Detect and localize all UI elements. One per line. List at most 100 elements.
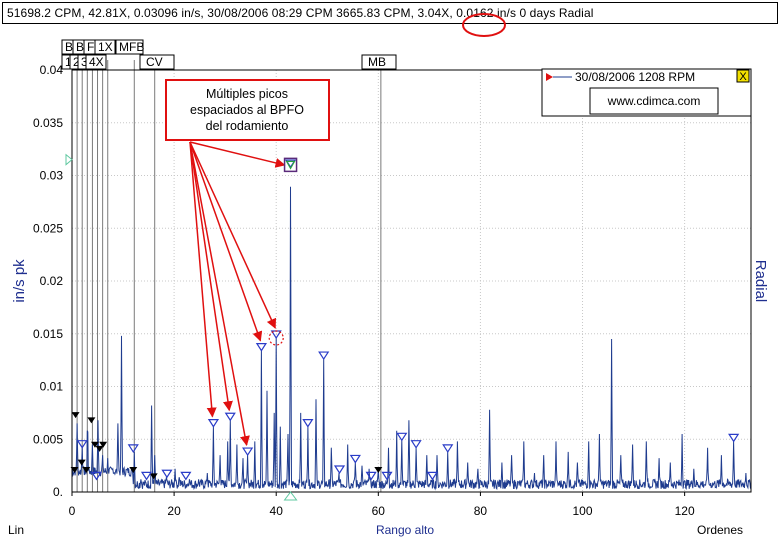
- harmonic-marker: [349, 454, 361, 464]
- fault-tag-box: [361, 54, 397, 70]
- harmonic-marker: [255, 343, 268, 352]
- cursor-markers: [65, 153, 298, 501]
- x-unit-label: Ordenes: [697, 523, 743, 537]
- low-freq-marker: [90, 441, 99, 448]
- x-cursor-indicator: [283, 491, 298, 501]
- annotation-arrow: [189, 141, 286, 168]
- peak-cursor-box: [283, 157, 298, 173]
- website-text: www.cdimca.com: [607, 94, 701, 108]
- harmonic-marker: [161, 469, 173, 479]
- harmonic-marker: [426, 471, 439, 481]
- readout-highlight-circle: [462, 13, 506, 37]
- x-tick-label: 80: [474, 504, 488, 518]
- annotation-arrow: [189, 141, 263, 342]
- scale-label: Lin: [8, 523, 24, 537]
- harmonic-marker: [140, 471, 153, 481]
- low-freq-marker: [77, 459, 86, 466]
- readout-text-before: 51698.2 CPM, 42.81X, 0.03096 in/s, 30/08…: [7, 6, 418, 20]
- low-freq-marker: [95, 445, 104, 452]
- annotation-callout: Múltiples picos espaciados al BPFO del r…: [165, 79, 330, 447]
- annotation-box: [165, 79, 330, 141]
- fault-tag-4x: 4X: [89, 55, 104, 69]
- annotation-arrow: [189, 141, 217, 418]
- website-box: [589, 87, 719, 115]
- harmonic-marker: [728, 433, 740, 443]
- fault-tag-box: [115, 39, 144, 55]
- low-freq-marker: [99, 441, 108, 448]
- fault-tag-1x: 1X: [98, 40, 113, 54]
- y-tick-label: 0.02: [40, 274, 64, 288]
- annotation-line-1: Múltiples picos: [206, 87, 288, 101]
- grid: [72, 70, 751, 492]
- low-freq-marker: [129, 467, 138, 474]
- spectrum-line: [71, 186, 752, 491]
- y-tick-label: 0.: [53, 485, 63, 499]
- annotation-arrow: [189, 141, 277, 329]
- y-tick-label: 0.005: [33, 432, 63, 446]
- cursor-readout: 51698.2 CPM, 42.81X, 0.03096 in/s, 30/08…: [7, 6, 593, 20]
- y-axis-label: in/s pk: [11, 259, 28, 303]
- fault-tag-mfb: MFB: [119, 40, 144, 54]
- y-cursor-indicator: [65, 153, 73, 166]
- x-tick-label: 120: [675, 504, 695, 518]
- y-tick-label: 0.035: [33, 116, 63, 130]
- readout-circled-value: 3.04X: [417, 6, 450, 20]
- annotation-arrows: [189, 141, 286, 447]
- legend-close-button[interactable]: [736, 69, 750, 83]
- harmonic-marker: [127, 444, 139, 454]
- readout-bar: 51698.2 CPM, 42.81X, 0.03096 in/s, 30/08…: [2, 2, 778, 24]
- harmonic-marker: [90, 471, 103, 481]
- x-tick-label: 0: [69, 504, 76, 518]
- harmonic-marker: [76, 440, 88, 449]
- harmonic-cursor-circle: [268, 330, 284, 346]
- y-tick-label: 0.015: [33, 327, 63, 341]
- low-freq-marker: [71, 412, 80, 419]
- harmonic-marker: [242, 447, 254, 457]
- annotation-arrow: [189, 141, 250, 447]
- x-axis-label: Rango alto: [376, 523, 434, 537]
- low-freq-marker: [374, 467, 383, 474]
- x-tick-label: 60: [372, 504, 386, 518]
- low-freq-marker: [149, 473, 158, 480]
- harmonic-marker: [410, 440, 422, 449]
- plot-frame: [71, 69, 752, 493]
- annotation-line-3: del rodamiento: [206, 119, 289, 133]
- harmonic-marker: [442, 444, 454, 454]
- legend-flag-icon: [546, 73, 553, 81]
- annotation-line-2: espaciados al BPFO: [190, 103, 304, 117]
- low-freq-marker: [82, 467, 91, 474]
- harmonic-marker: [180, 471, 192, 481]
- y-axis-ticks: 0. 0.005 0.01 0.015 0.02 0.025 0.03 0.035 0.04: [33, 63, 63, 499]
- harmonic-marker: [224, 412, 236, 422]
- right-axis-label: Radial: [752, 260, 769, 303]
- fault-tag-mb: MB: [368, 55, 386, 69]
- x-tick-label: 40: [270, 504, 284, 518]
- x-tick-label: 100: [573, 504, 593, 518]
- fault-frequency-lines: [76, 60, 382, 492]
- readout-text-after: , 0.0162 in/s 0 days Radial: [449, 6, 594, 20]
- harmonic-marker: [333, 465, 346, 475]
- harmonic-marker: [302, 418, 314, 428]
- x-tick-label: 20: [167, 504, 181, 518]
- low-freq-marker: [70, 467, 79, 474]
- peak-cursor-marker: [285, 160, 296, 170]
- close-icon: X: [739, 71, 747, 83]
- fault-tag-cv: CV: [146, 55, 163, 69]
- harmonic-marker: [396, 432, 408, 442]
- y-tick-label: 0.025: [33, 221, 63, 235]
- legend-box: 30/08/2006 1208 RPM X www.cdimca.com: [541, 68, 752, 117]
- annotation-arrow: [189, 141, 233, 412]
- harmonic-marker: [318, 351, 330, 361]
- fault-tag-box: [85, 54, 107, 70]
- harmonic-marker: [365, 471, 377, 481]
- x-axis-ticks: 0 20 40 60 80 100 120: [69, 492, 695, 518]
- harmonic-marker: [381, 471, 393, 481]
- legend-entry: 30/08/2006 1208 RPM: [575, 70, 695, 84]
- fault-frequency-labels: BPFIBSFFTF1XMFB1X2X3X4XCVMB: [61, 39, 397, 70]
- fault-tag-box: [94, 39, 116, 55]
- low-freq-marker: [87, 417, 96, 424]
- y-tick-label: 0.03: [40, 169, 64, 183]
- harmonic-marker: [207, 418, 220, 428]
- y-tick-label: 0.04: [40, 63, 64, 77]
